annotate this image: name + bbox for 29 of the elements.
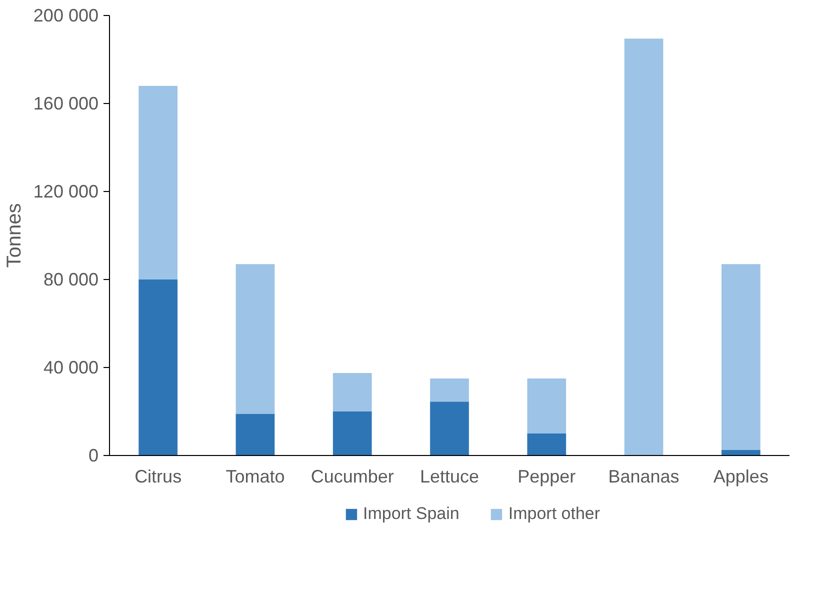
bar	[430, 402, 469, 456]
bar	[138, 280, 178, 456]
x-tick-label: Pepper	[518, 466, 576, 486]
x-tick-label: Tomato	[226, 466, 285, 486]
bar	[332, 373, 372, 412]
bar	[527, 434, 566, 456]
legend-label: Import Spain	[362, 504, 460, 524]
y-tick-label: 200 000	[33, 6, 99, 26]
legend-label: Import other	[508, 504, 600, 524]
bar	[332, 412, 372, 456]
y-tick-label: 120 000	[33, 182, 99, 202]
y-tick-label: 40 000	[43, 358, 99, 378]
bar	[722, 264, 760, 450]
x-tick-label: Citrus	[134, 466, 182, 486]
bar	[722, 450, 760, 456]
bar	[527, 378, 566, 434]
x-tick-label: Lettuce	[420, 466, 480, 486]
bar	[138, 86, 178, 280]
y-tick-label: 160 000	[33, 94, 99, 114]
x-tick-label: Cucumber	[310, 466, 394, 486]
x-tick-label: Bananas	[608, 466, 680, 486]
y-tick-label: 0	[88, 446, 99, 466]
bar	[236, 264, 275, 414]
bar	[624, 38, 664, 456]
y-tick-label: 80 000	[43, 270, 99, 290]
bar	[236, 414, 275, 456]
x-tick-label: Apples	[713, 466, 768, 486]
bar	[430, 378, 469, 402]
y-axis-title: Tonnes	[3, 203, 26, 268]
